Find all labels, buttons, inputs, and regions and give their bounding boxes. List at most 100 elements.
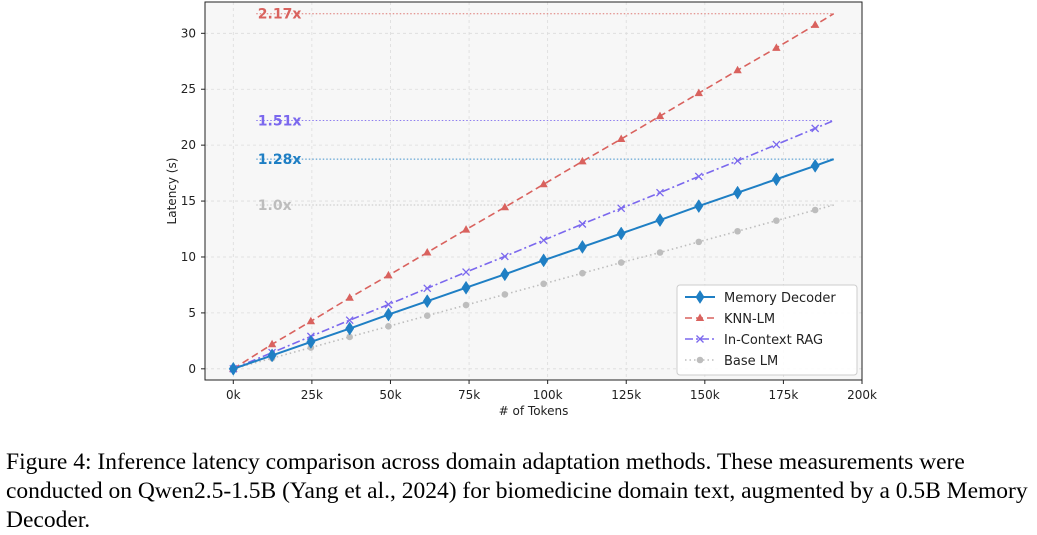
- x-tick-label: 125k: [611, 388, 641, 402]
- data-point: [617, 204, 626, 213]
- data-point: [462, 301, 470, 309]
- x-marker-stroke: [578, 220, 587, 228]
- legend-marker: [696, 335, 704, 343]
- data-point: [501, 291, 509, 298]
- x-marker-stroke: [500, 252, 509, 261]
- legend-item: Base LM: [685, 354, 778, 369]
- x-marker-stroke: [462, 268, 470, 277]
- data-point: [423, 248, 432, 256]
- x-tick-label: 150k: [690, 388, 720, 402]
- data-point: [772, 43, 781, 51]
- y-tick-label: 15: [181, 194, 196, 208]
- legend-label: KNN-LM: [724, 312, 775, 327]
- x-tick-label: 0k: [226, 388, 241, 402]
- data-point: [539, 236, 548, 245]
- data-point: [577, 239, 587, 254]
- x-marker-stroke: [345, 316, 354, 325]
- ratio-label: 1.28x: [258, 152, 302, 168]
- x-marker-stroke: [811, 124, 820, 133]
- data-point: [267, 339, 277, 348]
- legend-label: Memory Decoder: [724, 291, 836, 306]
- data-point: [811, 206, 819, 214]
- x-marker-stroke: [733, 156, 742, 165]
- legend-item: In-Context RAG: [685, 333, 823, 348]
- y-tick-label: 25: [181, 82, 196, 96]
- series-memory-decoder: [228, 158, 835, 376]
- legend-label: In-Context RAG: [724, 333, 823, 348]
- legend: Memory Decoder KNN-LM In-Context RAG Base L…: [676, 284, 858, 376]
- data-point: [540, 280, 547, 288]
- data-point: [694, 88, 703, 97]
- data-point: [461, 280, 471, 295]
- data-point: [461, 225, 471, 233]
- data-point: [734, 227, 741, 235]
- series-line: [233, 204, 834, 370]
- x-tick-label: 75k: [458, 388, 480, 402]
- data-point: [384, 300, 393, 309]
- x-tick-label: 50k: [379, 388, 401, 402]
- data-point: [656, 249, 664, 256]
- x-marker-stroke: [656, 188, 664, 197]
- x-tick-label: 100k: [533, 388, 563, 402]
- x-tick-label: 25k: [301, 388, 323, 402]
- data-point: [656, 188, 664, 197]
- data-point: [655, 111, 665, 120]
- data-point: [500, 267, 510, 282]
- data-point: [579, 269, 586, 277]
- legend-item: KNN-LM: [685, 312, 775, 327]
- data-point: [617, 134, 626, 142]
- data-point: [539, 179, 548, 188]
- data-point: [345, 321, 355, 336]
- data-point: [422, 294, 432, 309]
- legend-item: Memory Decoder: [685, 290, 836, 306]
- series-line: [232, 119, 835, 370]
- data-point: [500, 252, 509, 261]
- ratio-label: 1.0x: [258, 198, 292, 214]
- legend-label: Base LM: [724, 354, 778, 369]
- x-marker-stroke: [384, 300, 393, 309]
- data-point: [733, 185, 743, 200]
- data-point: [617, 259, 625, 266]
- x-axis-label: # of Tokens: [499, 404, 569, 418]
- legend-box: [676, 284, 858, 376]
- data-point: [267, 348, 277, 363]
- ratio-label: 1.51x: [258, 114, 302, 130]
- legend-marker: [695, 290, 705, 304]
- data-point: [655, 213, 665, 228]
- data-point: [306, 335, 316, 349]
- figure-caption: Figure 4: Inference latency comparison a…: [6, 449, 1028, 533]
- chart-svg: 2.17x 1.51x 1.28x 1.0x 0k 25k 50k 75k 100k 125k 15…: [165, 1, 877, 418]
- data-point: [384, 270, 393, 279]
- data-point: [500, 202, 510, 211]
- legend-marker: [695, 313, 705, 321]
- y-tick-label: 30: [181, 26, 196, 40]
- data-point: [539, 253, 549, 268]
- y-tick-label: 10: [181, 250, 196, 264]
- data-point: [228, 361, 238, 376]
- data-point: [345, 316, 354, 325]
- x-marker-stroke: [696, 335, 704, 343]
- data-point: [810, 158, 820, 173]
- data-point: [771, 172, 781, 187]
- data-point: [383, 307, 393, 322]
- data-point: [811, 124, 820, 133]
- data-point: [694, 172, 703, 181]
- x-marker-stroke: [423, 284, 432, 293]
- data-point: [694, 199, 704, 214]
- y-tick-label: 0: [188, 362, 196, 376]
- data-point: [773, 217, 780, 224]
- series-line: [232, 13, 835, 370]
- legend-marker: [696, 356, 704, 364]
- y-axis-label: Latency (s): [165, 158, 179, 225]
- data-point: [423, 284, 432, 293]
- data-point: [616, 226, 626, 241]
- latency-chart: 2.17x 1.51x 1.28x 1.0x 0k 25k 50k 75k 100k 125k 15…: [165, 1, 877, 418]
- x-marker-stroke: [617, 204, 626, 213]
- data-point: [306, 316, 316, 325]
- data-point: [733, 65, 742, 74]
- y-tick-label: 20: [181, 138, 196, 152]
- x-marker-stroke: [772, 140, 781, 149]
- data-point: [578, 220, 587, 228]
- x-marker-stroke: [539, 236, 548, 245]
- x-tick-label: 200k: [847, 388, 877, 402]
